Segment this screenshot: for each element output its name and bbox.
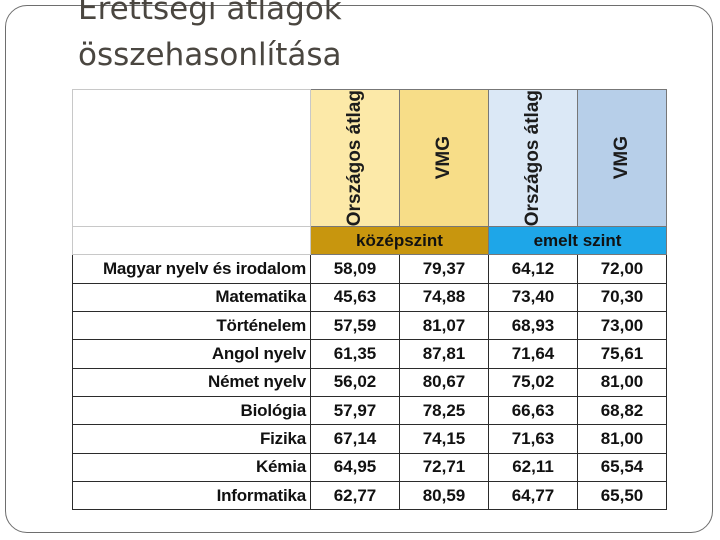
table-row: Kémia 64,95 72,71 62,11 65,54 bbox=[72, 452, 667, 482]
value-cell: 81,00 bbox=[577, 424, 667, 454]
table-row: Német nyelv 56,02 80,67 75,02 81,00 bbox=[72, 367, 667, 397]
header-corner-cell bbox=[72, 88, 311, 228]
value-cell: 75,02 bbox=[488, 367, 578, 397]
value-cell: 58,09 bbox=[310, 254, 400, 284]
table-row: Fizika 67,14 74,15 71,63 81,00 bbox=[72, 424, 667, 454]
header-label: Országos átlag bbox=[522, 90, 543, 227]
table-row: Biológia 57,97 78,25 66,63 68,82 bbox=[72, 395, 667, 426]
table-row: Matematika 45,63 74,88 73,40 70,30 bbox=[72, 282, 667, 312]
value-cell: 64,77 bbox=[488, 480, 578, 511]
value-cell: 61,35 bbox=[310, 339, 400, 369]
value-cell: 67,14 bbox=[310, 424, 400, 454]
value-cell: 65,50 bbox=[577, 480, 667, 511]
results-table: Országos átlag VMG Országos átlag VMG kö… bbox=[72, 88, 667, 511]
value-cell: 81,07 bbox=[399, 310, 489, 341]
value-cell: 78,25 bbox=[399, 395, 489, 426]
value-cell: 80,67 bbox=[399, 367, 489, 397]
value-cell: 56,02 bbox=[310, 367, 400, 397]
slide-title-line-2: összehasonlítása bbox=[78, 37, 342, 73]
subject-cell: Fizika bbox=[72, 424, 311, 454]
value-cell: 45,63 bbox=[310, 282, 400, 312]
subject-cell: Angol nyelv bbox=[72, 339, 311, 369]
level-emelt-szint: emelt szint bbox=[488, 226, 667, 256]
header-kozep-orszagos: Országos átlag bbox=[310, 88, 400, 228]
table-body: Magyar nyelv és irodalom 58,09 79,37 64,12 7… bbox=[72, 254, 667, 511]
value-cell: 73,40 bbox=[488, 282, 578, 312]
value-cell: 65,54 bbox=[577, 452, 667, 482]
level-corner-cell bbox=[72, 226, 311, 256]
subject-cell: Kémia bbox=[72, 452, 311, 482]
header-label: Országos átlag bbox=[344, 90, 365, 227]
value-cell: 71,64 bbox=[488, 339, 578, 369]
table-row: Angol nyelv 61,35 87,81 71,64 75,61 bbox=[72, 339, 667, 369]
value-cell: 62,77 bbox=[310, 480, 400, 511]
value-cell: 68,93 bbox=[488, 310, 578, 341]
value-cell: 68,82 bbox=[577, 395, 667, 426]
value-cell: 57,97 bbox=[310, 395, 400, 426]
header-emelt-orszagos: Országos átlag bbox=[488, 88, 578, 228]
value-cell: 66,63 bbox=[488, 395, 578, 426]
slide-title-line-1: Érettségi átlagok bbox=[78, 0, 342, 27]
value-cell: 80,59 bbox=[399, 480, 489, 511]
subject-cell: Matematika bbox=[72, 282, 311, 312]
header-label: VMG bbox=[611, 136, 632, 180]
subject-cell: Történelem bbox=[72, 310, 311, 341]
value-cell: 72,71 bbox=[399, 452, 489, 482]
header-label: VMG bbox=[433, 136, 454, 180]
value-cell: 74,88 bbox=[399, 282, 489, 312]
subject-cell: Informatika bbox=[72, 480, 311, 511]
subject-cell: Német nyelv bbox=[72, 367, 311, 397]
value-cell: 87,81 bbox=[399, 339, 489, 369]
header-kozep-vmg: VMG bbox=[399, 88, 489, 228]
subject-cell: Biológia bbox=[72, 395, 311, 426]
value-cell: 74,15 bbox=[399, 424, 489, 454]
value-cell: 71,63 bbox=[488, 424, 578, 454]
value-cell: 64,95 bbox=[310, 452, 400, 482]
results-table-container: Országos átlag VMG Országos átlag VMG kö… bbox=[72, 88, 667, 511]
table-row: Informatika 62,77 80,59 64,77 65,50 bbox=[72, 480, 667, 511]
value-cell: 79,37 bbox=[399, 254, 489, 284]
slide-title: Érettségi átlagok összehasonlítása bbox=[78, 0, 342, 78]
value-cell: 75,61 bbox=[577, 339, 667, 369]
value-cell: 57,59 bbox=[310, 310, 400, 341]
value-cell: 72,00 bbox=[577, 254, 667, 284]
level-header-row: középszint emelt szint bbox=[72, 226, 667, 256]
value-cell: 62,11 bbox=[488, 452, 578, 482]
table-row: Történelem 57,59 81,07 68,93 73,00 bbox=[72, 310, 667, 341]
header-emelt-vmg: VMG bbox=[577, 88, 667, 228]
column-header-row: Országos átlag VMG Országos átlag VMG bbox=[72, 88, 667, 228]
subject-cell: Magyar nyelv és irodalom bbox=[72, 254, 311, 284]
value-cell: 73,00 bbox=[577, 310, 667, 341]
value-cell: 70,30 bbox=[577, 282, 667, 312]
table-row: Magyar nyelv és irodalom 58,09 79,37 64,12 7… bbox=[72, 254, 667, 284]
slide-frame bbox=[5, 5, 713, 533]
value-cell: 81,00 bbox=[577, 367, 667, 397]
value-cell: 64,12 bbox=[488, 254, 578, 284]
level-kozepszint: középszint bbox=[310, 226, 489, 256]
